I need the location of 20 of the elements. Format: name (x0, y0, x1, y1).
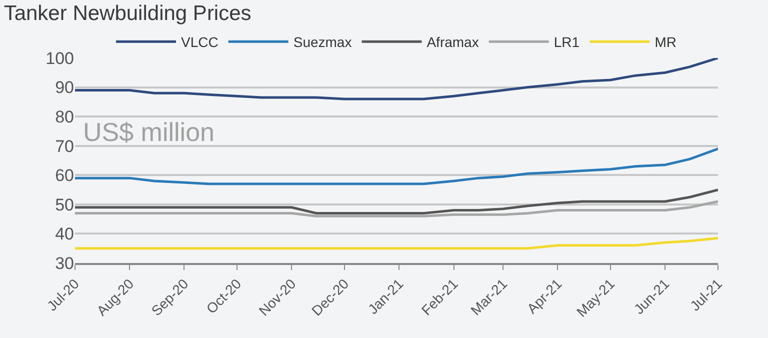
chart-title: Tanker Newbuilding Prices (4, 2, 252, 25)
line-series (75, 200, 718, 218)
legend-label: Suezmax (293, 34, 352, 50)
y-tick-label: 90 (55, 78, 74, 98)
line-series (75, 188, 718, 214)
y-tick-label: 80 (55, 108, 74, 127)
y-tick-label: 60 (55, 166, 74, 186)
y-tick-label: 40 (55, 224, 74, 244)
line-series (75, 148, 718, 186)
legend-label: Aframax (426, 34, 479, 50)
legend-label: VLCC (181, 34, 218, 50)
line-series (75, 58, 718, 100)
y-tick-label: 30 (55, 254, 74, 273)
legend-label: LR1 (554, 34, 580, 50)
y-tick-label: 70 (55, 136, 74, 156)
line-series (75, 236, 718, 250)
annotation: US$ million (83, 117, 214, 147)
y-tick-label: 50 (55, 195, 74, 214)
y-tick-label: 100 (46, 48, 74, 68)
legend-label: MR (654, 34, 677, 50)
